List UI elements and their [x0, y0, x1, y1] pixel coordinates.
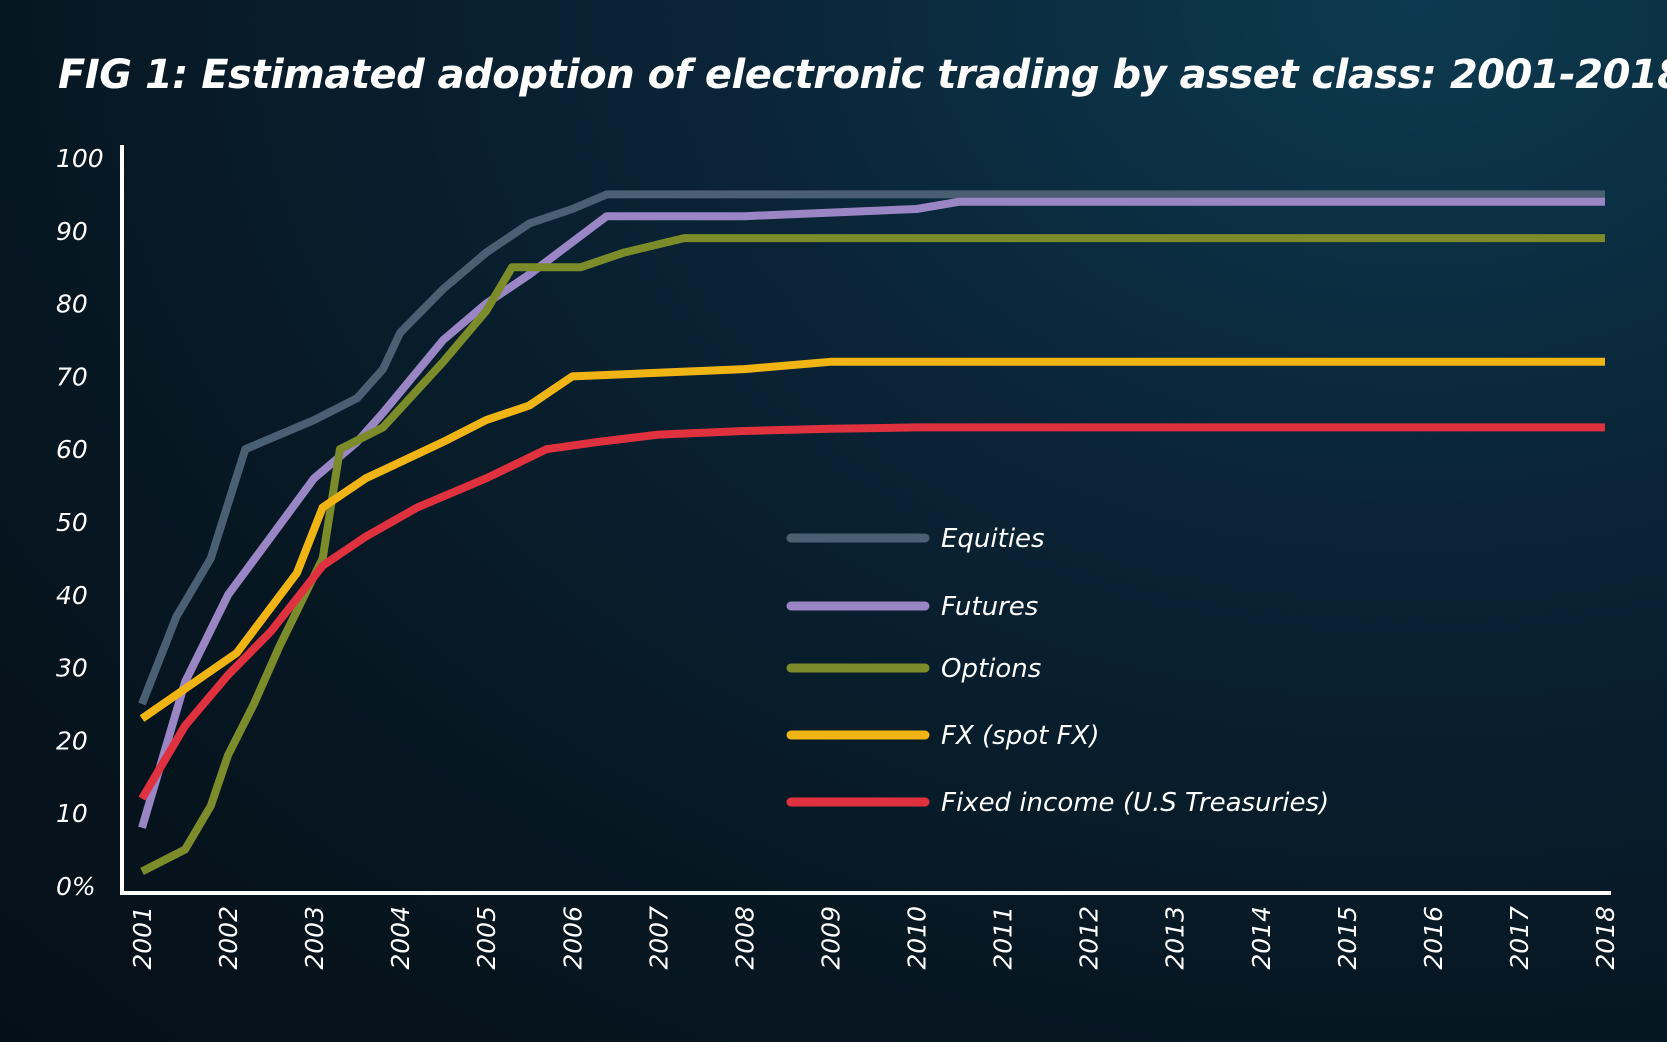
- x-tick-label: 2007: [644, 906, 673, 970]
- x-tick-label: 2010: [903, 906, 932, 970]
- x-tick-label: 2017: [1505, 906, 1534, 970]
- legend-label: Equities: [941, 524, 1045, 554]
- x-tick-label: 2012: [1075, 906, 1104, 970]
- x-tick-label: 2013: [1161, 906, 1190, 970]
- y-tick-label: 100: [56, 144, 104, 173]
- series-line: [138, 190, 1605, 706]
- y-tick-label: 90: [56, 217, 88, 246]
- y-tick-label: 80: [56, 290, 88, 319]
- series-line: [140, 234, 1605, 875]
- x-tick-label: 2004: [386, 906, 415, 970]
- legend-label: Futures: [941, 592, 1038, 622]
- series-lines: [138, 190, 1605, 875]
- y-tick-label: 60: [56, 435, 88, 464]
- y-tick-label: 50: [56, 508, 88, 537]
- x-tick-label: 2011: [989, 906, 1018, 970]
- x-tick-label: 2016: [1419, 906, 1448, 970]
- legend-label: Fixed income (U.S Treasuries): [941, 788, 1329, 818]
- legend-label: Options: [941, 654, 1041, 684]
- chart-axes: [120, 145, 1611, 895]
- y-tick-label: 10: [56, 799, 88, 828]
- x-tick-label: 2001: [128, 906, 157, 970]
- x-axis-ticks: 2001 2002 2003 2004 2005 2006 2007 2008 2009 2010…: [128, 906, 1620, 970]
- series-line: [138, 423, 1605, 801]
- y-tick-label: 20: [56, 726, 88, 755]
- x-tick-label: 2005: [472, 906, 501, 970]
- legend: Equities Futures Options FX (spot FX) Fixed …: [786, 524, 1329, 818]
- series-line: [139, 357, 1605, 722]
- x-tick-label: 2018: [1591, 906, 1620, 970]
- y-tick-label: 40: [56, 581, 88, 610]
- x-tick-label: 2014: [1247, 906, 1276, 970]
- x-tick-label: 2008: [730, 906, 759, 970]
- y-axis-ticks: 0% 10 20 30 40 50 60 70 80 90 100: [56, 144, 104, 901]
- x-tick-label: 2015: [1333, 906, 1362, 970]
- y-tick-label: 30: [56, 654, 88, 683]
- chart-title: FIG 1: Estimated adoption of electronic …: [58, 52, 1667, 98]
- x-tick-label: 2003: [300, 906, 329, 970]
- x-tick-label: 2009: [816, 906, 845, 970]
- x-tick-label: 2006: [558, 906, 587, 970]
- y-tick-label: 0%: [56, 872, 96, 901]
- legend-label: FX (spot FX): [941, 721, 1100, 751]
- y-tick-label: 70: [56, 362, 88, 391]
- x-tick-label: 2002: [214, 906, 243, 970]
